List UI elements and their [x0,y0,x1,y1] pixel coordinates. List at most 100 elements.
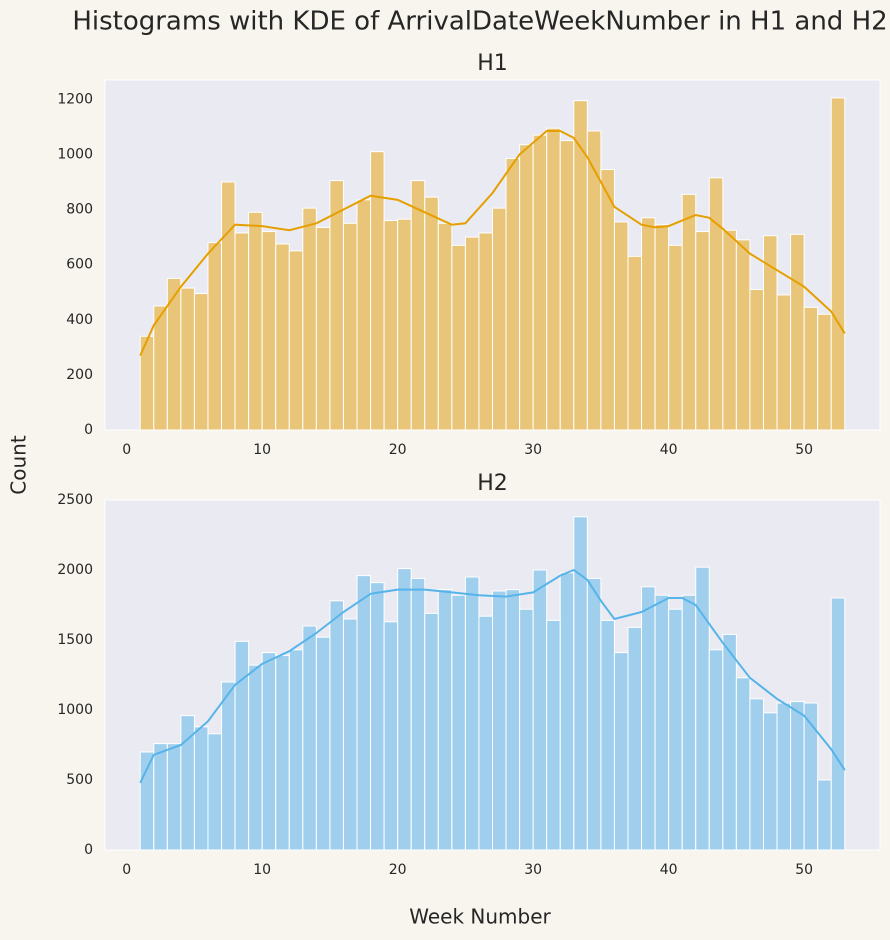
figure-title: Histograms with KDE of ArrivalDateWeekNu… [72,7,887,37]
bar [315,636,331,851]
bar [261,231,277,431]
y-tick-label: 2000 [57,562,93,578]
bar [315,226,331,431]
bar [383,220,399,431]
bar [532,569,548,851]
bar [830,97,846,431]
bar [275,654,290,851]
bar [424,612,439,851]
bar [749,698,764,851]
x-tick-label: 30 [524,442,542,458]
bar [695,566,710,851]
subplot-title: H1 [477,51,508,76]
bar [248,664,263,851]
bar [383,621,399,851]
x-tick-label: 40 [660,442,678,458]
bar [519,144,534,431]
bar [532,134,548,431]
bar [613,652,629,851]
bar [397,218,412,431]
bar [735,239,751,431]
bar [519,608,534,851]
bar [505,589,521,851]
y-tick-label: 500 [66,772,93,788]
bar [830,597,846,851]
bar [735,677,751,851]
bar [234,640,250,851]
bar [234,232,250,431]
bar [248,211,263,431]
y-tick-label: 2500 [57,492,93,508]
bar [288,250,304,431]
bar [397,568,412,851]
x-tick-label: 10 [253,862,271,878]
bar [803,702,819,851]
bar [790,233,805,431]
bar [559,140,575,431]
x-tick-label: 20 [389,442,407,458]
bar [790,701,805,851]
bar [166,743,182,851]
bar [817,779,832,851]
bar [288,649,304,851]
bar [546,619,561,851]
bar [492,207,507,431]
kde-line [139,130,846,357]
bar [221,181,236,431]
bar [776,294,792,431]
bar [681,193,697,431]
bar [478,615,494,851]
bar [654,224,670,431]
bar [600,619,615,851]
bar [695,231,710,431]
x-tick-label: 50 [795,442,813,458]
bar [275,243,290,431]
bar [261,652,277,851]
y-tick-label: 0 [84,422,93,438]
bar [722,229,737,431]
bar [668,244,683,431]
bar [180,287,195,431]
bar [641,586,656,851]
bar [410,577,426,851]
x-tick-label: 10 [253,442,271,458]
bar [342,222,358,431]
bar [478,232,494,431]
y-axis-label: Count [7,435,31,495]
bar [356,199,372,431]
bar [681,594,697,851]
bar [762,235,778,431]
bar [342,618,358,851]
bar [749,288,764,431]
bar [464,576,480,851]
bar [221,681,236,851]
bar [153,305,168,431]
bar [546,127,561,431]
bar [329,180,344,431]
bar [613,221,629,431]
kde-line [139,568,846,784]
bar [451,594,466,851]
bar [586,130,602,431]
bar [193,726,209,851]
bar [153,743,168,851]
bar [641,217,656,431]
y-tick-label: 1000 [57,146,93,162]
bar [207,733,223,851]
y-tick-label: 0 [84,842,93,858]
x-tick-label: 0 [122,862,131,878]
bar [668,608,683,851]
bar [437,589,453,851]
bar [722,633,737,851]
bar [356,575,372,851]
bar [708,177,724,431]
bar [600,169,615,431]
bar [329,600,344,851]
bar [166,277,182,431]
bar [762,712,778,851]
x-axis-label: Week Number [409,905,551,929]
x-tick-label: 20 [389,862,407,878]
bar [654,594,670,851]
bar [424,196,439,431]
